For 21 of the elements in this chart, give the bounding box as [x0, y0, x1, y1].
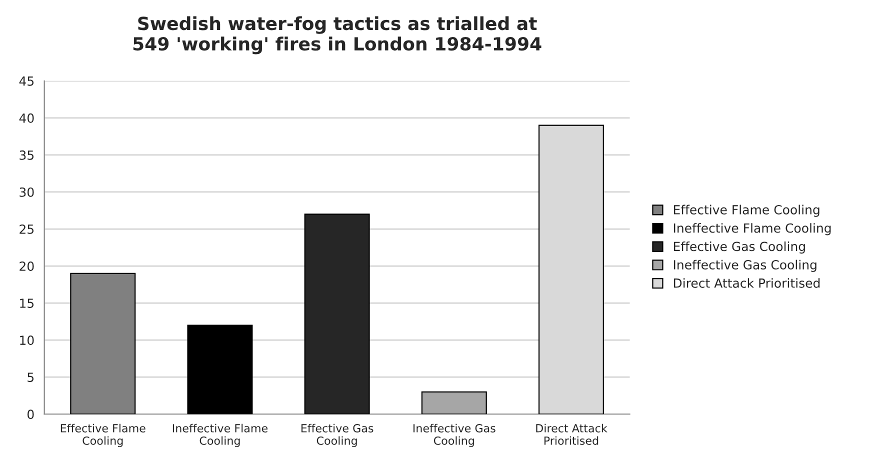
- x-tick-label: Ineffective Gas Cooling: [413, 424, 496, 448]
- x-tick-label: Effective Gas Cooling: [301, 424, 374, 448]
- y-tick-label: 25: [20, 224, 34, 234]
- legend-label: Effective Gas Cooling: [674, 241, 805, 254]
- x-tick-label: Effective Flame Cooling: [60, 424, 146, 448]
- chart-title: Swedish water-fog tactics as trialled at 549 'working' fires in London 1984-1994: [133, 16, 542, 54]
- y-tick-label: 15: [20, 298, 34, 308]
- y-tick-label: 45: [19, 76, 34, 86]
- x-tick-label: Ineffective Flame Cooling: [172, 424, 268, 448]
- legend-label: Effective Flame Cooling: [674, 204, 820, 217]
- y-tick-label: 40: [19, 113, 34, 123]
- y-tick-label: 0: [28, 410, 34, 420]
- y-tick-label: 35: [20, 150, 34, 160]
- legend-label: Ineffective Gas Cooling: [674, 260, 816, 272]
- legend-label: Direct Attack Prioritised: [674, 278, 820, 288]
- legend-label: Ineffective Flame Cooling: [674, 223, 831, 236]
- y-tick-label: 30: [20, 187, 34, 197]
- y-tick-label: 10: [20, 336, 34, 345]
- y-tick-label: 5: [28, 372, 34, 382]
- x-tick-label: Direct Attack Prioritised: [536, 424, 608, 445]
- y-tick-label: 20: [20, 262, 34, 271]
